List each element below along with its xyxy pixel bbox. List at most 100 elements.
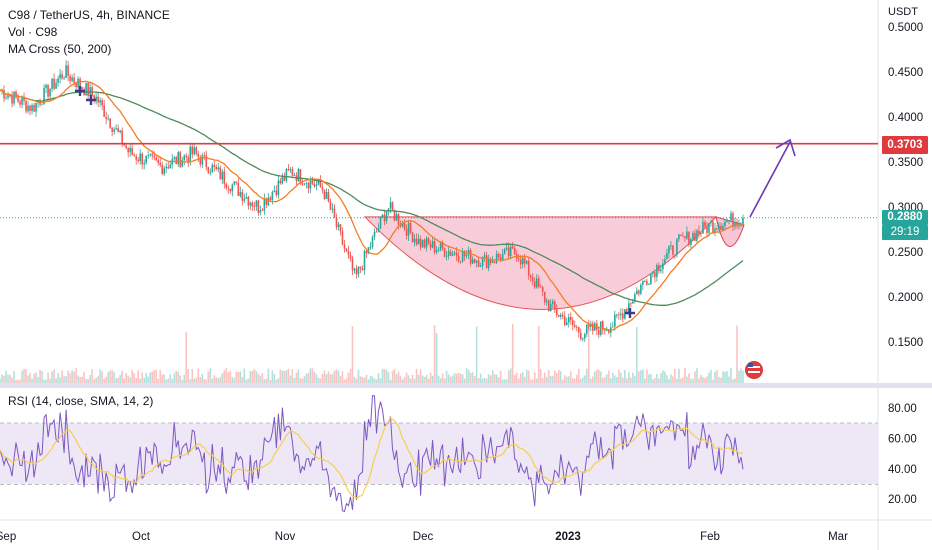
time-axis[interactable]: Sep Oct Nov Dec 2023 Feb Mar [0,531,848,543]
volume-bar [141,372,143,383]
candle-body [523,258,526,264]
candle-body [539,286,542,288]
volume-bar [235,371,238,383]
volume-bar [331,374,334,383]
candle-body [676,239,678,255]
candle-body [598,329,600,335]
candle-body [153,155,156,158]
candles [0,60,744,342]
candle-body [65,65,67,78]
candle-body [686,231,688,239]
volume-bar [702,376,704,383]
volume-bar [37,377,39,383]
price-axis[interactable]: 0.50000.45000.40000.35000.30000.25000.20… [888,22,923,349]
volume-bar [652,379,654,383]
candle-body [367,247,370,254]
candle-body [652,272,654,274]
volume-bar [399,375,402,383]
candle-body [29,105,31,112]
volume-bar [587,325,590,383]
volume-bar [65,376,67,383]
volume-bar [381,368,384,383]
candle-body [704,222,706,227]
candle-body [203,155,206,157]
volume-bar [11,377,13,383]
candle-body [213,165,216,167]
candle-body [628,303,630,312]
volume-bar [535,378,538,383]
candle-body [173,157,176,160]
volume-bar [491,370,494,383]
volume-bar [161,374,164,383]
volume-bar [245,379,248,383]
volume-bar [509,368,512,383]
candle-body [660,269,662,272]
volume-bar [213,375,216,383]
volume-bar [561,379,564,383]
ma-cross-indicator-label[interactable]: MA Cross (50, 200) [8,42,112,56]
volume-bar [575,374,578,383]
volume-bar [115,378,117,383]
rsi-indicator-label[interactable]: RSI (14, close, SMA, 14, 2) [8,394,154,408]
candle-body [465,255,468,257]
volume-bar [159,370,162,383]
volume-bar [73,371,75,383]
candle-body [251,202,254,207]
volume-bar [708,372,710,383]
volume-bar [551,375,554,383]
candle-body [107,118,109,120]
candle-body [35,102,37,112]
candle-body [185,155,188,158]
candle-body [309,180,312,189]
volume-bar [527,370,530,383]
volume-bar [191,369,194,383]
volume-bar [317,377,320,383]
candle-body [602,321,604,330]
volume-bar [678,368,680,383]
candle-body [325,191,328,200]
candle-body [672,245,674,255]
volume-bar [616,377,618,383]
volume-bar [355,378,358,383]
volume-bar [49,378,51,383]
candle-body [646,280,648,285]
volume-bar [650,374,652,383]
candle-body [79,78,81,88]
volume-bar [335,369,338,383]
volume-bar [690,378,692,383]
candle-body [385,211,388,222]
volume-bar [612,372,614,383]
candle-body [129,147,131,153]
volume-bar [25,369,27,383]
candle-body [5,97,7,99]
volume-bar [143,377,145,383]
candle-body [3,90,5,99]
candle-body [369,246,372,248]
volume-bar [728,376,730,383]
volume-bar [303,376,306,383]
volume-bar [271,370,274,383]
projection-arrow[interactable] [749,138,796,218]
candle-body [696,230,698,241]
volume-bar [123,378,125,383]
volume-bar [59,377,61,383]
candle-body [337,224,340,228]
volume-bar [453,373,456,383]
candle-body [730,213,732,221]
us-flag-icon [745,361,763,379]
volume-bar [523,376,526,383]
volume-bar [445,370,448,383]
volume-bar [197,368,200,383]
volume-bar [251,371,254,383]
candle-body [63,77,65,79]
candle-body [630,303,632,305]
candle-body [147,155,149,156]
volume-bar [319,378,322,383]
volume-bar [441,373,444,383]
volume-bar [291,369,294,383]
volume-bar [439,378,442,383]
symbol-title[interactable]: C98 / TetherUS, 4h, BINANCE [8,8,170,22]
volume-bar [696,368,698,383]
volume-indicator-label[interactable]: Vol · C98 [8,25,58,39]
